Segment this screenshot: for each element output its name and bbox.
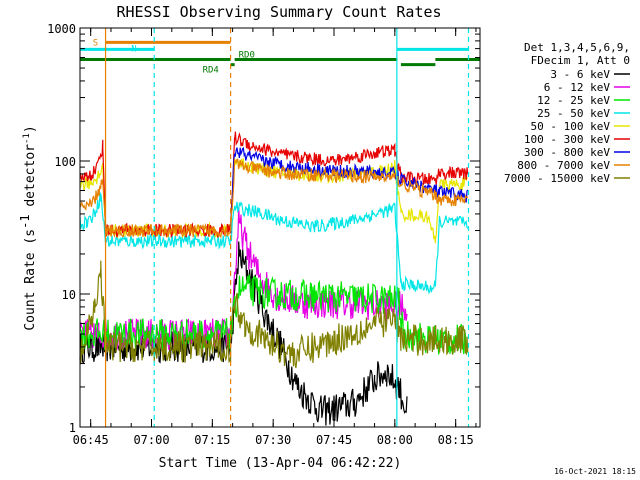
series-line-3 bbox=[79, 192, 469, 295]
chart-title: RHESSI Observing Summary Count Rates bbox=[116, 3, 441, 21]
legend-label-1: 6 - 12 keV bbox=[544, 81, 611, 94]
plot-frame bbox=[79, 27, 481, 428]
y-axis-label: Count Rate (s-1 detector-1) bbox=[18, 125, 38, 330]
x-tick-label-6: 08:15 bbox=[438, 433, 474, 447]
flag-bars: S N RD0 RD4 bbox=[80, 38, 480, 76]
series-line-7 bbox=[79, 158, 469, 239]
flag-label-3: RD0 bbox=[239, 50, 255, 60]
series-line-5 bbox=[79, 131, 469, 239]
series-line-1 bbox=[79, 207, 408, 351]
legend-label-0: 3 - 6 keV bbox=[550, 68, 610, 81]
legend-label-4: 50 - 100 keV bbox=[531, 120, 611, 133]
y-tick-label-0: 1 bbox=[69, 421, 76, 435]
x-tick-label-2: 07:15 bbox=[194, 433, 230, 447]
legend-label-6: 300 - 800 keV bbox=[524, 146, 610, 159]
series-lines bbox=[79, 131, 469, 426]
y-tick-label-1: 10 bbox=[62, 288, 76, 302]
flag-label-4: RD4 bbox=[203, 66, 219, 76]
legend-label-2: 12 - 25 keV bbox=[537, 94, 610, 107]
legend-label-7: 800 - 7000 keV bbox=[517, 159, 610, 172]
series-line-8 bbox=[79, 260, 469, 369]
legend-label-5: 100 - 300 keV bbox=[524, 133, 610, 146]
x-axis-label: Start Time (13-Apr-04 06:42:22) bbox=[159, 456, 402, 471]
x-axis: 06:45 07:00 07:15 07:30 07:45 08:00 08:15 bbox=[73, 28, 477, 447]
series-line-2 bbox=[79, 274, 469, 355]
x-tick-label-5: 08:00 bbox=[377, 433, 413, 447]
timestamp: 16-Oct-2021 18:15 bbox=[554, 467, 636, 476]
legend-label-3: 25 - 50 keV bbox=[537, 107, 610, 120]
time-markers bbox=[104, 28, 470, 427]
legend-header-line1: Det 1,3,4,5,6,9, bbox=[524, 41, 630, 54]
x-tick-label-1: 07:00 bbox=[133, 433, 169, 447]
y-axis: 1 10 100 1000 bbox=[47, 22, 480, 435]
y-tick-label-2: 100 bbox=[54, 155, 76, 169]
x-tick-label-0: 06:45 bbox=[73, 433, 109, 447]
x-tick-label-3: 07:30 bbox=[255, 433, 291, 447]
series-line-6 bbox=[230, 146, 469, 233]
legend-header-line2: FDecim 1, Att 0 bbox=[531, 54, 630, 67]
flag-label-1: N bbox=[131, 44, 136, 54]
y-tick-label-3: 1000 bbox=[47, 22, 76, 36]
x-tick-label-4: 07:45 bbox=[316, 433, 352, 447]
legend-label-8: 7000 - 15000 keV bbox=[504, 172, 610, 185]
flag-label-0: S bbox=[93, 38, 98, 48]
